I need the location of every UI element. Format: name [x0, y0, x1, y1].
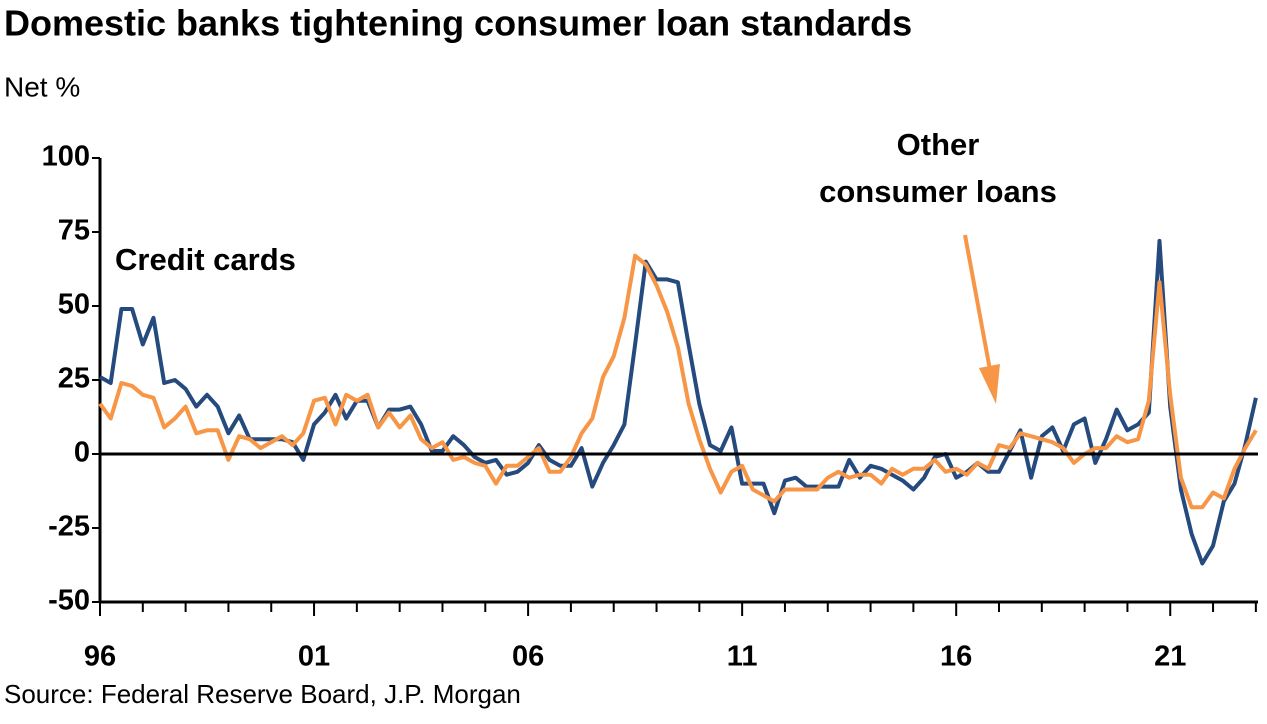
y-tick-label: 75	[58, 215, 90, 247]
x-tick-label: 11	[727, 641, 758, 673]
y-tick-label: 25	[58, 363, 90, 395]
series-line	[99, 238, 1258, 566]
annotation: Credit cards	[115, 242, 296, 277]
chart-title: Domestic banks tightening consumer loan …	[4, 3, 912, 44]
source: Source: Federal Reserve Board, J.P. Morg…	[4, 679, 521, 709]
chart-subtitle: Net %	[4, 71, 80, 102]
x-tick-label: 01	[298, 641, 330, 673]
annotation: consumer loans	[819, 174, 1057, 209]
annotation: Other	[897, 127, 980, 162]
arrow-shaft	[963, 234, 992, 371]
series-line	[98, 253, 1258, 510]
y-tick-label: 50	[58, 289, 90, 321]
arrow-head	[979, 364, 1000, 404]
y-tick-label: 0	[74, 437, 90, 469]
x-tick-label: 06	[512, 641, 544, 673]
y-tick-label: 100	[42, 141, 90, 173]
y-tick-label: -25	[48, 511, 90, 543]
x-tick-label: 16	[940, 641, 972, 673]
x-tick-label: 21	[1154, 641, 1186, 673]
y-tick-label: -50	[48, 585, 90, 617]
x-tick-label: 96	[84, 641, 116, 673]
